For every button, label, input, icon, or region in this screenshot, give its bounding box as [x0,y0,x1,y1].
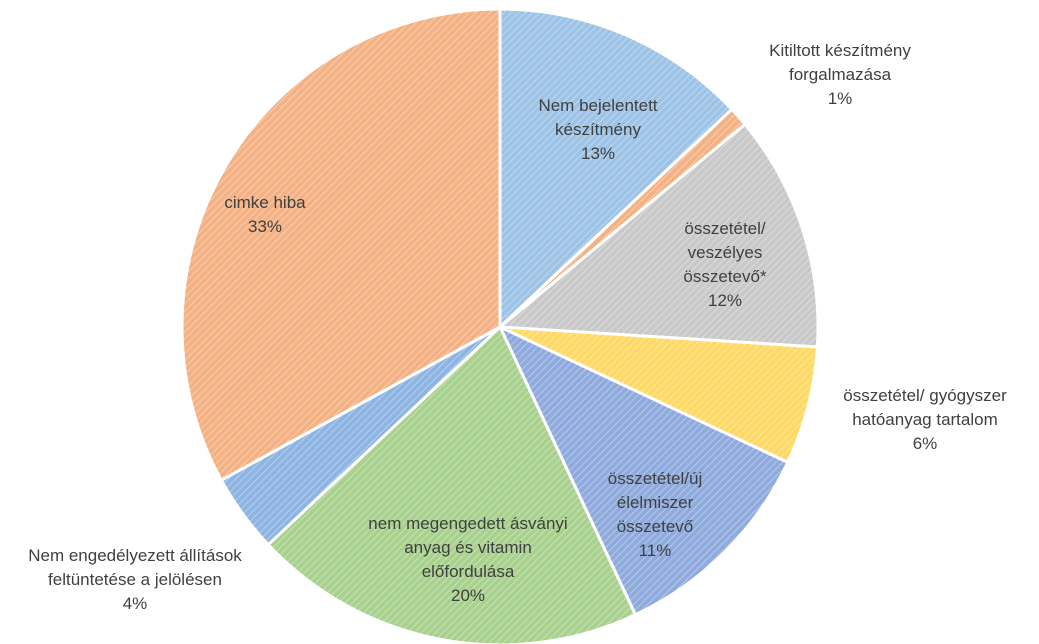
value-label: 20% [450,586,486,605]
category-label: cimke hiba [224,193,306,212]
slice-label: nem megengedett ásványi anyag és vitamin… [363,495,573,625]
category-label: összetétel/új élelmiszer összetevő [607,469,703,536]
value-label: 4% [122,594,148,613]
slice-label: összetétel/ veszélyes összetevő* 12% [660,200,790,330]
pie-slice [498,7,734,331]
category-label: Kitiltott készítmény forgalmazása [769,41,911,84]
value-label: 6% [912,434,938,453]
category-label: nem megengedett ásványi anyag és vitamin… [368,514,568,581]
value-label: 1% [827,89,853,108]
pie-slice [266,324,638,644]
slice-label-box: összetétel/ gyógyszer hatóanyag tartalom… [810,355,1039,485]
slice-label: Kitiltott készítmény forgalmazása 1% [730,10,950,140]
pie-slice [499,325,819,465]
slice-label: Nem bejelentett készítmény 13% [523,65,673,195]
pie-slice [180,7,502,483]
value-label: 33% [247,217,283,236]
slice-label: Nem engedélyezett állítások feltüntetése… [15,515,255,644]
slice-label-box: Nem bejelentett készítmény 13% [523,65,673,195]
value-label: 12% [707,291,743,310]
slice-label-box: cimke hiba 33% [195,150,335,280]
value-label: 11% [638,541,672,560]
slice-label-box: nem megengedett ásványi anyag és vitamin… [363,495,573,625]
pie-slice [496,323,790,617]
slice-label-box: összetétel/új élelmiszer összetevő 11% [595,450,715,580]
slice-label: cimke hiba 33% [195,150,335,280]
slice-label: összetétel/új élelmiszer összetevő 11% [595,450,715,580]
slice-label: összetétel/ gyógyszer hatóanyag tartalom… [810,355,1039,485]
slice-label-box: összetétel/ veszélyes összetevő* 12% [660,200,790,330]
slice-label-box: Kitiltott készítmény forgalmazása 1% [730,10,950,140]
category-label: Nem engedélyezett állítások feltüntetése… [28,546,242,589]
category-label: Nem bejelentett készítmény [538,96,658,139]
category-label: összetétel/ veszélyes összetevő* [683,219,767,286]
category-label: összetétel/ gyógyszer hatóanyag tartalom [843,386,1007,429]
value-label: 13% [580,144,616,163]
slice-label-box: Nem engedélyezett állítások feltüntetése… [15,515,255,644]
pie-slice [496,122,820,349]
